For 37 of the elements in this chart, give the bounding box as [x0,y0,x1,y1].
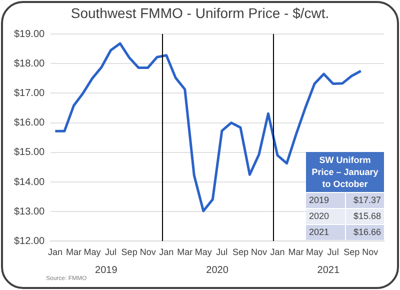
x-tick-label: Sep [232,247,248,258]
x-tick-label: May [194,247,212,258]
category-label: 2020 [308,210,330,223]
text: $16.66 [353,227,381,237]
y-tick-label: $13.00 [14,206,46,218]
category-label: 2021 [308,226,330,239]
x-tick-label: Nov [362,247,379,258]
x-tick-label: Mar [66,247,82,258]
text: 2019 [94,265,118,276]
y-tick-label: $15.00 [14,147,46,158]
x-tick-label: Jul [327,247,339,258]
text: 2020 [205,265,230,276]
y-tick-label: $12.00 [14,236,46,247]
x-tick-label: Sep [344,247,360,258]
text: SW Uniform Price – January to October [306,152,384,192]
category-label: 2019 [308,194,330,207]
y-tick-label: $16.00 [14,118,46,129]
chart-title: Southwest FMMO - Uniform Price - $/cwt. [70,5,330,21]
x-tick-label: Sep [121,247,138,258]
text: $17.37 [353,195,381,205]
x-tick-label: Nov [250,247,268,258]
x-tick-label: Jan [270,247,285,258]
x-tick-label: Mar [177,247,193,258]
text: 2021 [316,265,341,276]
y-tick-label: $17.00 [14,88,46,99]
x-tick-label: Jan [159,247,174,258]
x-tick-label: Mar [288,247,304,258]
y-tick-label: $19.00 [14,28,46,40]
x-tick-label: Jan [48,247,62,258]
x-tick-label: Nov [140,247,156,258]
x-tick-label: Jul [216,247,228,258]
x-tick-label: Jul [105,247,117,258]
x-tick-label: May [306,247,324,258]
y-tick-label: $18.00 [14,58,46,70]
text: $15.68 [353,211,381,221]
y-tick-label: $14.00 [14,176,46,188]
x-tick-label: May [84,247,102,258]
